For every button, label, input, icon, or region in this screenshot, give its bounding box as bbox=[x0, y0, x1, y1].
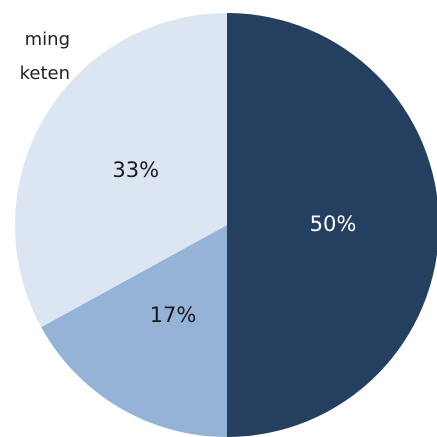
annotation: ming bbox=[25, 29, 70, 50]
slice-label: 50% bbox=[310, 212, 357, 236]
annotation: keten bbox=[20, 63, 70, 84]
pie-slice bbox=[14, 13, 228, 328]
slice-label: 17% bbox=[150, 303, 197, 327]
pie bbox=[14, 13, 437, 437]
slice-label: 33% bbox=[112, 158, 159, 182]
pie-slice bbox=[227, 13, 437, 437]
pie-slice bbox=[41, 225, 227, 437]
slice-labels: 50% 17% 33% bbox=[112, 158, 356, 327]
